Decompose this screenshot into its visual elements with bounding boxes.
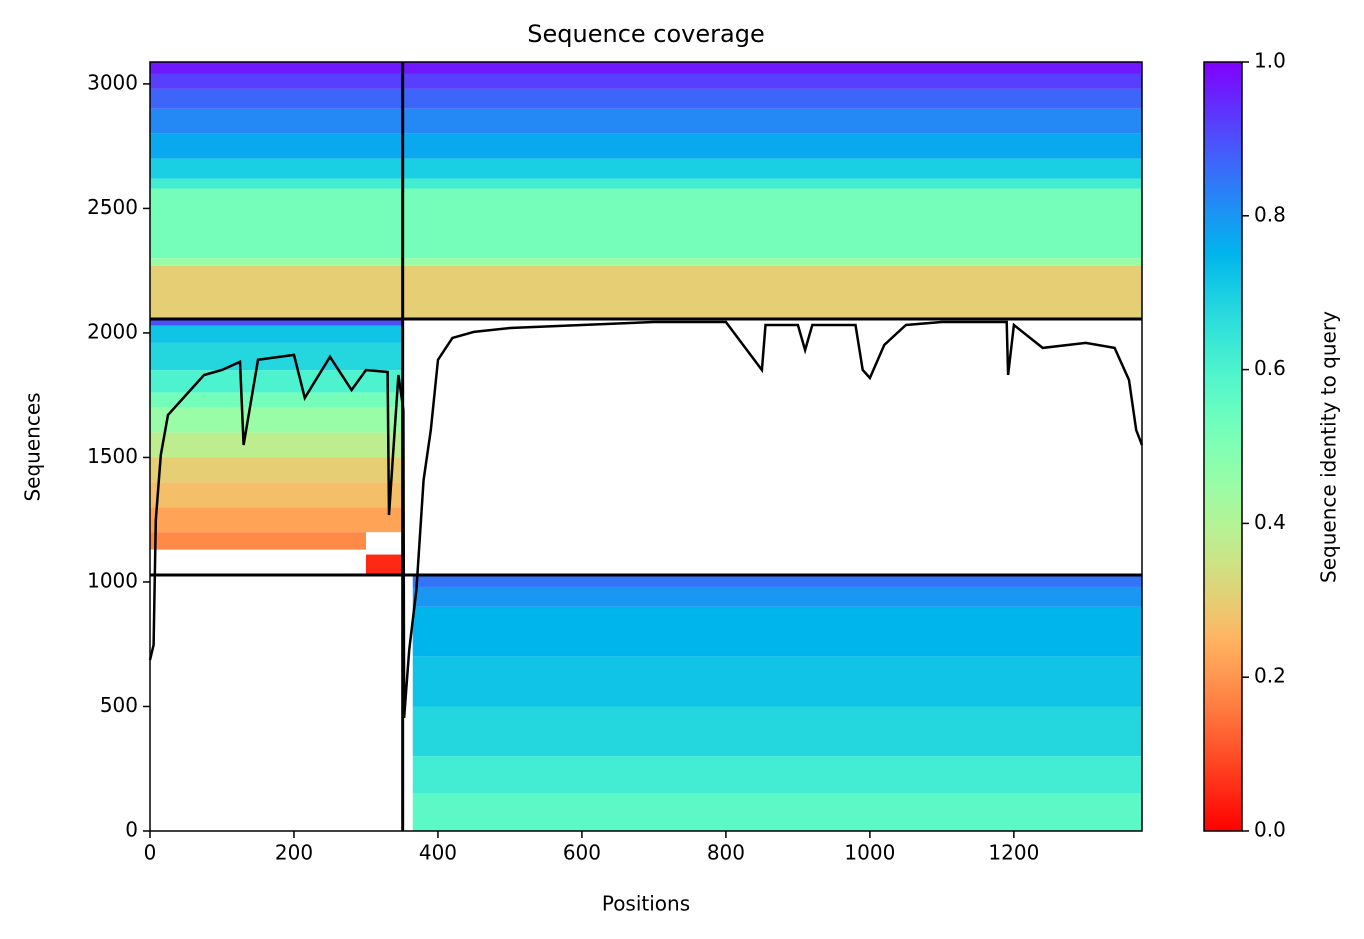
identity-band	[150, 370, 403, 393]
y-tick-label: 1500	[87, 444, 138, 468]
identity-band	[150, 178, 1142, 189]
identity-band	[412, 656, 1142, 707]
colorbar-tick-label: 0.0	[1254, 818, 1286, 842]
identity-band	[150, 158, 1142, 179]
colorbar-tick-label: 0.6	[1254, 356, 1286, 380]
identity-band	[412, 606, 1142, 657]
identity-band	[150, 88, 1142, 109]
y-tick-label: 0	[125, 818, 138, 842]
identity-band	[150, 507, 403, 533]
identity-band	[412, 756, 1142, 794]
identity-band	[150, 325, 403, 343]
x-tick-label: 800	[707, 841, 745, 865]
identity-band	[150, 432, 403, 458]
identity-band	[150, 133, 1142, 159]
y-tick-label: 2500	[87, 195, 138, 219]
identity-band	[412, 793, 1142, 831]
colorbar-tick-label: 0.8	[1254, 202, 1286, 226]
y-tick-label: 3000	[87, 70, 138, 94]
identity-band	[150, 108, 1142, 134]
identity-band	[150, 407, 403, 433]
plot-frame	[149, 61, 1143, 832]
colorbar-tick-label: 1.0	[1254, 49, 1286, 73]
identity-band	[412, 586, 1142, 607]
identity-band	[150, 73, 1142, 89]
y-tick-label: 1000	[87, 568, 138, 592]
x-tick-label: 400	[419, 841, 457, 865]
x-tick-label: 200	[275, 841, 313, 865]
y-tick-label: 500	[100, 693, 138, 717]
identity-band	[150, 482, 403, 508]
identity-band	[150, 258, 1142, 266]
chart-title: Sequence coverage	[527, 20, 764, 48]
x-tick-label: 0	[144, 841, 157, 865]
identity-band	[150, 457, 403, 483]
identity-band	[412, 574, 1142, 587]
identity-band	[412, 706, 1142, 757]
x-axis-label: Positions	[602, 892, 690, 916]
identity-band	[150, 188, 1142, 259]
identity-band	[150, 392, 403, 408]
x-tick-label: 600	[563, 841, 601, 865]
colorbar-tick-label: 0.4	[1254, 510, 1286, 534]
identity-band	[150, 62, 1142, 74]
x-tick-label: 1000	[844, 841, 895, 865]
colorbar	[1203, 61, 1243, 832]
y-axis-label: Sequences	[21, 392, 45, 501]
identity-band	[150, 318, 403, 326]
x-tick-label: 1200	[988, 841, 1039, 865]
colorbar-tick-label: 0.2	[1254, 664, 1286, 688]
identity-band	[150, 532, 366, 550]
colorbar-label: Sequence identity to query	[1317, 311, 1341, 583]
coverage-line	[148, 320, 1144, 718]
identity-band	[365, 554, 403, 575]
y-tick-label: 2000	[87, 319, 138, 343]
identity-band	[150, 265, 1142, 319]
